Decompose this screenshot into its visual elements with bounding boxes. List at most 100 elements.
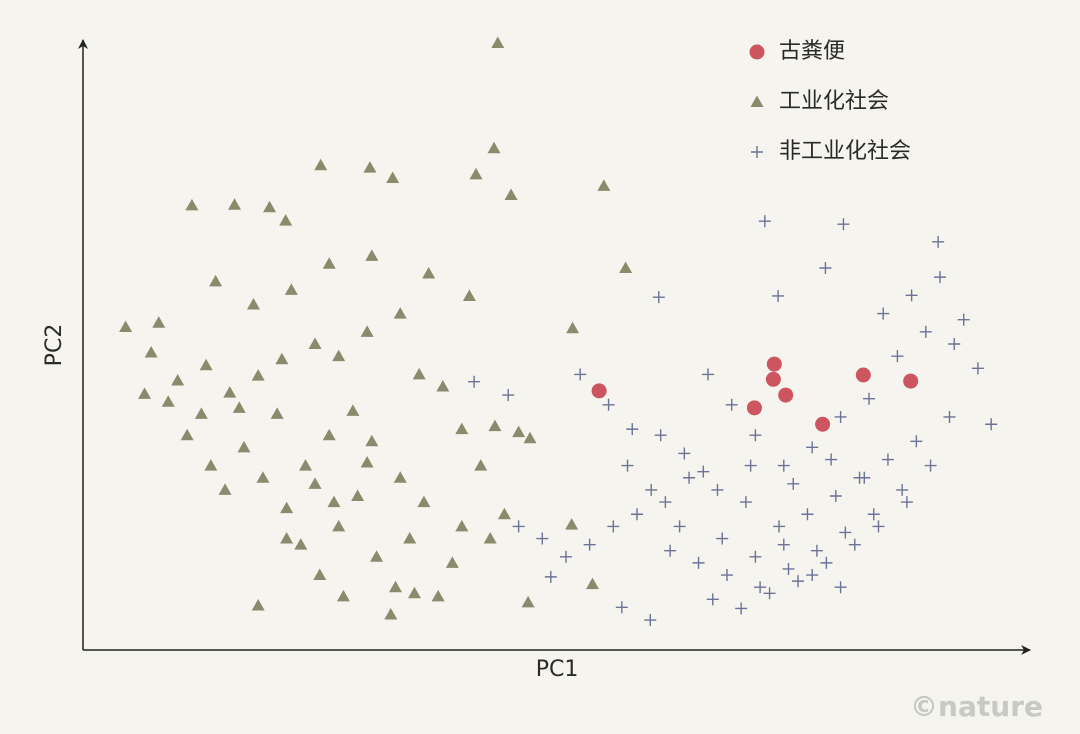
point xyxy=(645,483,658,496)
point xyxy=(787,477,800,490)
point xyxy=(171,373,185,386)
point xyxy=(706,593,719,606)
point xyxy=(332,349,346,362)
point xyxy=(644,614,657,627)
point xyxy=(829,490,842,502)
point xyxy=(985,418,998,431)
point xyxy=(924,459,937,472)
point xyxy=(749,429,762,442)
point xyxy=(630,508,643,521)
point xyxy=(720,569,733,582)
point xyxy=(777,538,790,551)
point xyxy=(791,575,804,588)
point xyxy=(488,419,502,432)
point xyxy=(900,496,913,509)
point xyxy=(863,392,876,405)
point xyxy=(299,459,313,471)
point xyxy=(806,569,819,582)
point xyxy=(619,261,633,273)
point xyxy=(749,550,762,563)
point xyxy=(504,188,518,201)
point xyxy=(754,581,767,594)
point xyxy=(819,262,832,274)
point xyxy=(360,325,374,337)
point xyxy=(652,291,665,304)
point xyxy=(119,320,133,332)
point xyxy=(523,431,537,444)
point xyxy=(218,483,232,495)
point xyxy=(834,410,847,423)
point xyxy=(834,581,847,594)
point xyxy=(971,362,984,375)
point xyxy=(763,587,776,600)
point xyxy=(138,387,152,399)
point xyxy=(583,538,596,551)
point xyxy=(839,526,852,539)
legend-label: 工业化社会 xyxy=(779,89,889,114)
point xyxy=(782,562,795,575)
point xyxy=(204,459,218,471)
point xyxy=(905,289,918,302)
point xyxy=(692,556,705,569)
point xyxy=(365,434,379,447)
point xyxy=(365,249,379,261)
point xyxy=(934,271,947,284)
point xyxy=(654,429,667,442)
point xyxy=(263,200,277,213)
point xyxy=(597,179,611,191)
point xyxy=(536,532,549,545)
point xyxy=(403,532,417,544)
point xyxy=(370,550,384,562)
point xyxy=(766,356,782,372)
legend-marker xyxy=(751,146,763,158)
point xyxy=(232,401,246,413)
point xyxy=(806,441,819,454)
point xyxy=(251,598,265,611)
point xyxy=(825,453,838,466)
point xyxy=(626,423,639,436)
point xyxy=(621,459,634,472)
point xyxy=(251,369,265,381)
point xyxy=(735,602,748,615)
point xyxy=(308,337,322,349)
point xyxy=(308,477,322,489)
point xyxy=(848,538,861,551)
point xyxy=(758,215,771,228)
point xyxy=(209,274,223,287)
point xyxy=(332,519,346,532)
point xyxy=(294,538,308,550)
point xyxy=(716,532,729,545)
point xyxy=(199,358,213,371)
legend-label: 非工业化社会 xyxy=(779,139,911,164)
legend-entry: 非工业化社会 xyxy=(751,139,911,164)
point xyxy=(881,453,894,466)
point xyxy=(773,520,786,533)
point xyxy=(566,321,580,334)
point xyxy=(455,422,469,435)
point xyxy=(455,519,469,532)
point xyxy=(280,532,294,544)
point xyxy=(815,416,831,432)
point xyxy=(896,483,909,496)
x-axis-label: PC1 xyxy=(536,657,579,682)
point xyxy=(559,550,572,563)
point xyxy=(659,496,672,509)
point xyxy=(386,171,400,184)
point xyxy=(412,367,426,380)
point xyxy=(810,544,823,557)
point xyxy=(739,496,752,509)
point xyxy=(483,532,497,544)
point xyxy=(497,507,511,520)
point xyxy=(544,570,557,583)
point xyxy=(591,383,607,399)
legend-entry: 古粪便 xyxy=(749,39,845,64)
point xyxy=(322,257,336,269)
point xyxy=(602,398,615,411)
point xyxy=(279,214,293,226)
point xyxy=(765,371,781,387)
point xyxy=(487,141,501,154)
point xyxy=(772,289,785,302)
point xyxy=(363,161,377,173)
y-axis-label: PC2 xyxy=(42,324,67,367)
point xyxy=(891,350,904,363)
